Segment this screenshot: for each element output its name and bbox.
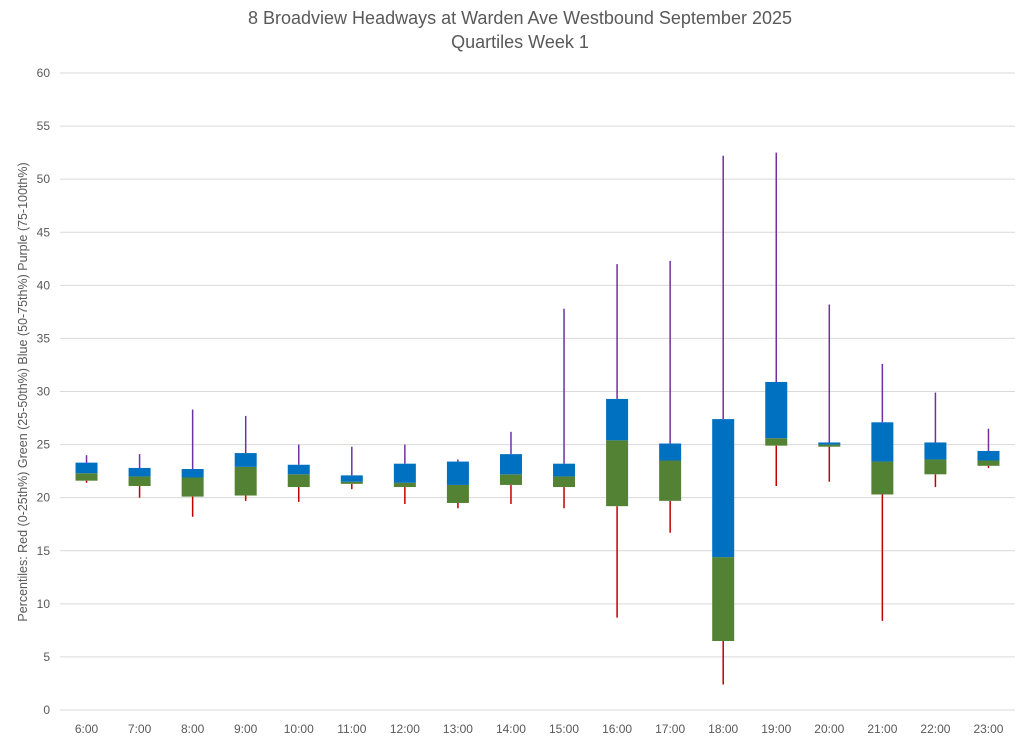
box-group-21:00: [871, 363, 894, 621]
x-tick-label: 23:00: [973, 722, 1003, 736]
y-tick-label: 35: [37, 331, 51, 345]
upper-box: [553, 463, 576, 477]
upper-box: [977, 450, 1000, 461]
x-tick-labels: 6:00 7:00 8:00 9:00 10:00 11:00 12:00 13:00 14:0…: [75, 722, 1004, 736]
x-tick-label: 7:00: [128, 722, 152, 736]
x-tick-label: 17:00: [655, 722, 685, 736]
y-tick-label: 25: [37, 438, 51, 452]
x-tick-label: 16:00: [602, 722, 632, 736]
lower-box: [446, 484, 469, 503]
x-tick-label: 19:00: [761, 722, 791, 736]
box-group-11:00: [340, 446, 363, 490]
chart-title: 8 Broadview Headways at Warden Ave Westb…: [248, 8, 792, 28]
lower-box: [499, 474, 522, 485]
upper-box: [181, 469, 204, 478]
x-tick-label: 21:00: [867, 722, 897, 736]
lower-box: [871, 461, 894, 495]
gridlines: [60, 72, 1015, 711]
lower-box: [287, 474, 310, 488]
upper-box: [234, 453, 257, 467]
box-group-14:00: [499, 431, 522, 505]
lower-box: [234, 466, 257, 496]
x-tick-label: 13:00: [443, 722, 473, 736]
lower-box: [340, 481, 363, 484]
box-group-18:00: [712, 155, 735, 685]
lower-box: [181, 477, 204, 497]
x-tick-label: 10:00: [284, 722, 314, 736]
box-group-6:00: [75, 455, 98, 483]
y-tick-label: 45: [37, 225, 51, 239]
x-tick-label: 20:00: [814, 722, 844, 736]
upper-box: [446, 461, 469, 485]
box-group-19:00: [765, 152, 788, 486]
box-group-8:00: [181, 409, 204, 517]
x-tick-label: 18:00: [708, 722, 738, 736]
x-tick-label: 6:00: [75, 722, 99, 736]
y-tick-label: 15: [37, 544, 51, 558]
box-group-10:00: [287, 444, 310, 502]
box-group-16:00: [606, 264, 629, 618]
box-marks: [75, 152, 1000, 685]
upper-box: [924, 442, 947, 460]
upper-box: [393, 463, 416, 483]
box-group-23:00: [977, 428, 1000, 468]
y-tick-label: 10: [37, 597, 51, 611]
upper-box: [659, 443, 682, 461]
y-tick-label: 0: [43, 703, 50, 717]
x-tick-label: 11:00: [337, 722, 366, 736]
chart-subtitle: Quartiles Week 1: [451, 32, 589, 52]
upper-box: [606, 398, 629, 441]
x-tick-label: 9:00: [234, 722, 258, 736]
box-group-12:00: [393, 444, 416, 505]
lower-box: [393, 482, 416, 488]
y-tick-label: 60: [37, 66, 51, 80]
upper-box: [765, 381, 788, 439]
upper-box: [499, 454, 522, 475]
box-group-17:00: [659, 260, 682, 533]
upper-box: [340, 475, 363, 482]
upper-box: [871, 422, 894, 462]
y-axis-label: Percentiles: Red (0-25th%) Green (25-50t…: [16, 162, 30, 621]
upper-box: [818, 442, 841, 445]
y-tick-label: 30: [37, 385, 51, 399]
x-tick-label: 14:00: [496, 722, 526, 736]
lower-box: [765, 438, 788, 446]
lower-box: [553, 476, 576, 488]
lower-box: [659, 460, 682, 501]
box-group-13:00: [446, 459, 469, 509]
x-tick-label: 8:00: [181, 722, 205, 736]
upper-box: [712, 419, 735, 558]
box-group-22:00: [924, 392, 947, 488]
y-tick-label: 20: [37, 491, 51, 505]
y-tick-label: 40: [37, 278, 51, 292]
lower-box: [712, 557, 735, 641]
x-tick-label: 15:00: [549, 722, 579, 736]
lower-box: [75, 473, 98, 481]
lower-box: [818, 444, 841, 447]
box-group-7:00: [128, 454, 151, 498]
x-tick-label: 12:00: [390, 722, 420, 736]
x-tick-label: 22:00: [920, 722, 950, 736]
upper-box: [75, 462, 98, 474]
lower-box: [924, 459, 947, 475]
lower-box: [128, 476, 151, 486]
lower-box: [606, 440, 629, 507]
y-tick-label: 55: [37, 119, 51, 133]
y-tick-label: 50: [37, 172, 51, 186]
upper-box: [287, 464, 310, 475]
upper-box: [128, 467, 151, 477]
box-group-15:00: [553, 308, 576, 509]
box-group-9:00: [234, 415, 257, 501]
y-tick-label: 5: [43, 650, 50, 664]
lower-box: [977, 460, 1000, 466]
y-tick-labels: 0 5 10 15 20 25 30 35 40 45 50 55 60: [37, 66, 51, 717]
box-group-20:00: [818, 304, 841, 482]
